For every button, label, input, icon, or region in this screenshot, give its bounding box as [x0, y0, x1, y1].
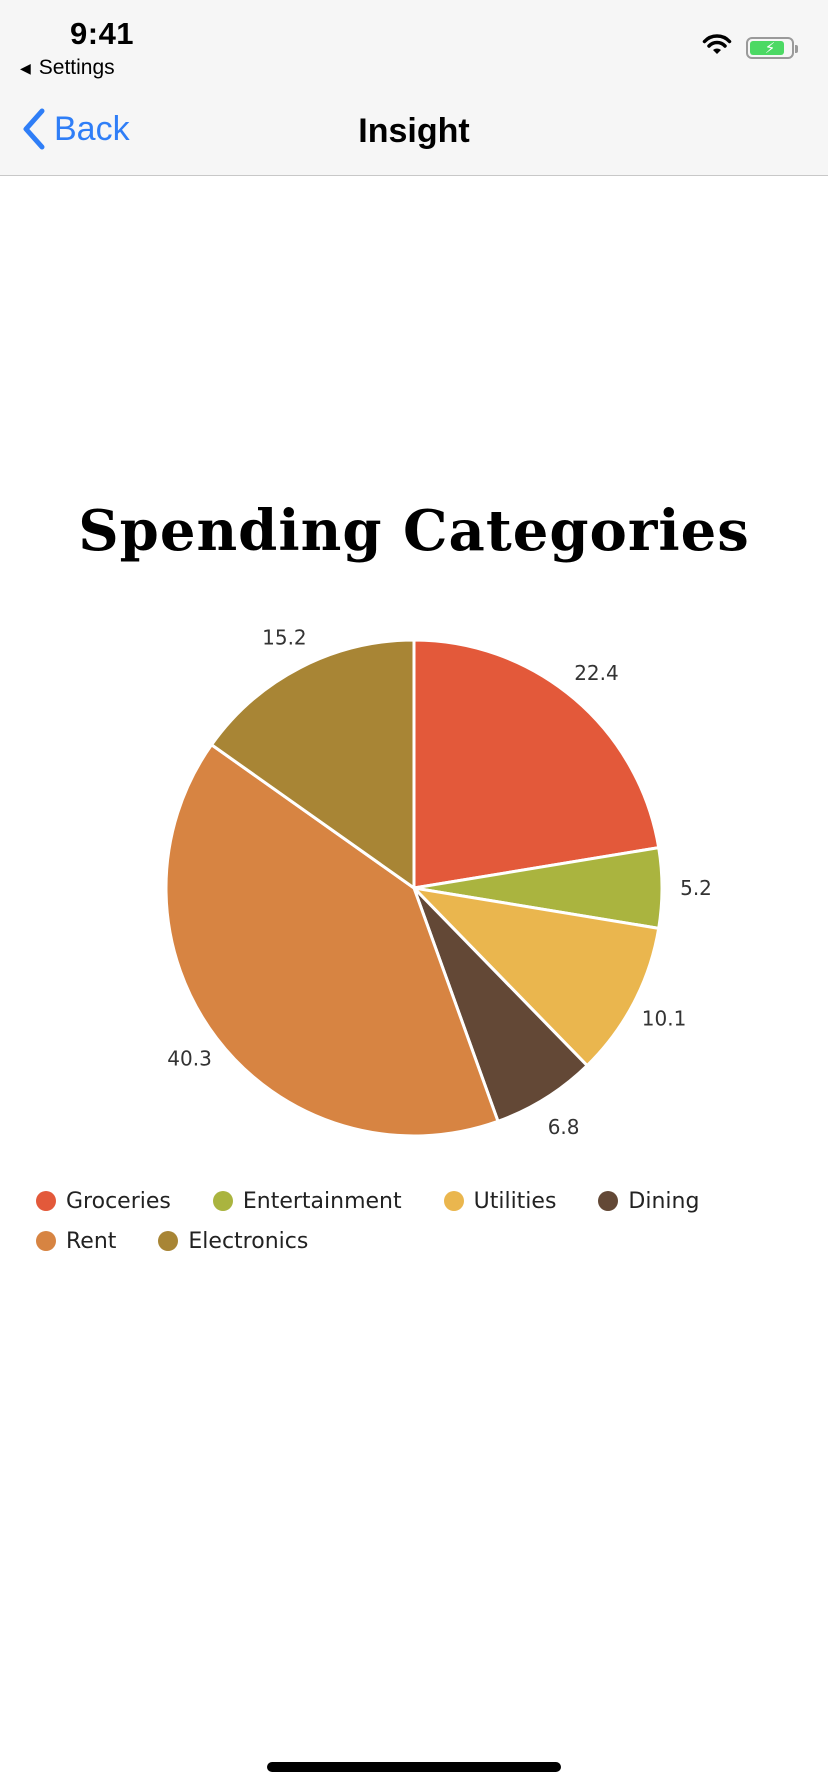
legend-swatch — [36, 1231, 56, 1251]
back-to-app-link[interactable]: ◀ Settings — [20, 56, 115, 80]
legend-item-utilities[interactable]: Utilities — [443, 1186, 557, 1216]
pie-chart: 22.4 5.2 10.1 6.8 40.3 15.2 — [164, 626, 712, 1139]
legend-item-groceries[interactable]: Groceries — [36, 1186, 171, 1216]
pie-slice-groceries[interactable] — [412, 638, 661, 890]
pie-slice-rent[interactable] — [164, 742, 500, 1138]
legend-label: Electronics — [188, 1228, 309, 1254]
top-bar: 9:41 ◀ Settings ⚡ Back Insight — [0, 0, 828, 176]
back-button[interactable]: Back — [22, 108, 130, 150]
legend-swatch — [443, 1191, 464, 1211]
legend-label: Entertainment — [242, 1188, 402, 1214]
chevron-left-icon — [23, 108, 45, 150]
data-label-dining: 6.8 — [548, 1115, 580, 1139]
legend-swatch — [212, 1191, 233, 1211]
chart-legend: Groceries Entertainment Utilities Dining Ren… — [36, 1186, 816, 1256]
legend-label: Utilities — [473, 1188, 557, 1214]
back-button-label: Back — [54, 109, 130, 148]
legend-swatch — [598, 1191, 619, 1211]
battery-charging-icon: ⚡ — [746, 36, 798, 59]
back-to-app-label: Settings — [38, 56, 115, 79]
data-label-electronics: 15.2 — [262, 626, 307, 650]
legend-swatch — [36, 1191, 56, 1211]
data-label-entertainment: 5.2 — [680, 876, 712, 900]
wifi-icon — [702, 34, 732, 61]
legend-swatch — [158, 1231, 179, 1251]
page-title: Insight — [358, 112, 470, 150]
legend-item-electronics[interactable]: Electronics — [158, 1226, 308, 1256]
legend-item-rent[interactable]: Rent — [36, 1226, 116, 1256]
status-time: 9:41 — [70, 16, 135, 51]
chart-title: Spending Categories — [78, 498, 750, 564]
data-label-groceries: 22.4 — [574, 661, 619, 685]
legend-label: Groceries — [66, 1188, 171, 1214]
legend-label: Dining — [628, 1188, 700, 1214]
legend-item-entertainment[interactable]: Entertainment — [212, 1186, 402, 1216]
legend-item-dining[interactable]: Dining — [598, 1186, 699, 1216]
status-icons: ⚡ — [702, 34, 798, 61]
data-label-rent: 40.3 — [167, 1047, 212, 1071]
pie-slice-dining[interactable] — [412, 886, 590, 1124]
pie-slice-utilities[interactable] — [409, 885, 661, 1068]
home-indicator[interactable] — [267, 1762, 561, 1772]
pie-slice-electronics[interactable] — [209, 638, 416, 891]
back-triangle-icon: ◀ — [20, 59, 31, 76]
data-label-utilities: 10.1 — [642, 1006, 687, 1030]
legend-label: Rent — [66, 1228, 117, 1254]
